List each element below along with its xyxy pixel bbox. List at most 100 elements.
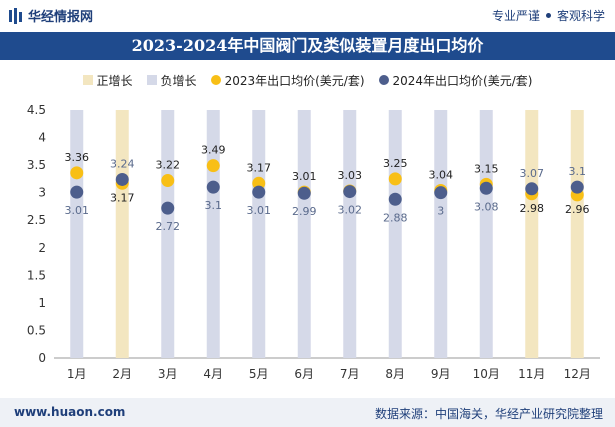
point-2024 bbox=[525, 182, 539, 196]
brand: 华经情报网 bbox=[8, 6, 93, 25]
negative-growth-bar bbox=[479, 110, 493, 358]
x-tick-label: 11月 bbox=[518, 367, 545, 381]
footer-source: 数据来源：中国海关，华经产业研究院整理 bbox=[374, 407, 603, 421]
positive-growth-bar bbox=[570, 110, 584, 358]
x-tick-label: 3月 bbox=[158, 367, 178, 381]
legend-2024-label: 2024年出口均价(美元/套) bbox=[392, 73, 533, 88]
y-tick-label: 0 bbox=[38, 351, 46, 365]
point-2024 bbox=[570, 180, 584, 194]
legend-2023: 2023年出口均价(美元/套) bbox=[210, 70, 365, 90]
label-2024: 3.01 bbox=[247, 204, 272, 217]
label-2024: 3.1 bbox=[205, 199, 223, 212]
y-tick-label: 4.5 bbox=[27, 103, 46, 117]
y-tick-label: 1 bbox=[38, 296, 46, 310]
top-bar: 华经情报网 专业严谨 客观科学 bbox=[0, 0, 615, 32]
label-2024: 2.72 bbox=[156, 220, 181, 233]
x-tick-label: 5月 bbox=[249, 367, 269, 381]
negative-growth-bar bbox=[388, 110, 402, 358]
legend-positive: 正增长 bbox=[82, 70, 133, 90]
chart-title: 2023-2024年中国阀门及类似装置月度出口均价 bbox=[0, 32, 615, 60]
separator-dot-icon bbox=[545, 13, 551, 18]
label-2024: 2.99 bbox=[292, 205, 317, 218]
tagline-right: 客观科学 bbox=[556, 9, 605, 23]
point-2024 bbox=[343, 185, 357, 199]
point-2024 bbox=[479, 181, 493, 195]
label-2024: 3.24 bbox=[110, 157, 135, 170]
legend-positive-label: 正增长 bbox=[96, 73, 133, 88]
x-tick-label: 4月 bbox=[203, 367, 223, 381]
point-2023 bbox=[206, 159, 220, 173]
label-2024: 2.88 bbox=[383, 211, 408, 224]
y-tick-label: 1.5 bbox=[27, 268, 46, 282]
point-2024 bbox=[388, 192, 402, 206]
negative-growth-bar bbox=[252, 110, 266, 358]
label-2024: 3.07 bbox=[520, 167, 545, 180]
series-2023-dot-icon bbox=[210, 75, 221, 85]
negative-growth-bar bbox=[70, 110, 84, 358]
point-2024 bbox=[252, 185, 266, 199]
point-2023 bbox=[70, 166, 84, 180]
label-2023: 3.22 bbox=[156, 159, 181, 172]
chart-plot: 0 0.5 1 1.5 2 2.5 3 3.5 4 4.5 1月 2月 3月 4月 5月 6月 7月 8月 9月 10… bbox=[27, 103, 600, 381]
negative-growth-bar bbox=[434, 110, 448, 358]
x-tick-label: 9月 bbox=[431, 367, 451, 381]
negative-swatch-icon bbox=[146, 75, 157, 85]
point-2024 bbox=[297, 186, 311, 200]
x-tick-label: 10月 bbox=[473, 367, 500, 381]
label-2024: 3 bbox=[437, 205, 444, 218]
x-tick-label: 1月 bbox=[67, 367, 87, 381]
footer: www.huaon.com 数据来源：中国海关，华经产业研究院整理 bbox=[0, 398, 615, 427]
label-2023: 2.98 bbox=[520, 202, 545, 215]
legend-2024: 2024年出口均价(美元/套) bbox=[378, 70, 533, 90]
y-tick-label: 2.5 bbox=[27, 213, 46, 227]
label-2023: 3.15 bbox=[474, 162, 499, 175]
y-tick-label: 4 bbox=[38, 131, 46, 145]
y-tick-label: 3.5 bbox=[27, 158, 46, 172]
y-tick-label: 0.5 bbox=[27, 323, 46, 337]
x-tick-label: 8月 bbox=[385, 367, 405, 381]
label-2023: 3.04 bbox=[429, 168, 454, 181]
label-2024: 3.08 bbox=[474, 200, 499, 213]
data-labels: 3.36 3.17 3.22 3.49 3.17 3.01 3.03 3.25 3.04 3.15… bbox=[65, 144, 590, 233]
positive-swatch-icon bbox=[82, 75, 93, 85]
point-2024 bbox=[206, 180, 220, 194]
negative-growth-bar bbox=[206, 110, 220, 358]
change-bars bbox=[70, 110, 584, 358]
negative-growth-bar bbox=[343, 110, 357, 358]
positive-growth-bar bbox=[525, 110, 539, 358]
label-2023: 2.96 bbox=[565, 203, 590, 216]
series-2024-dot-icon bbox=[378, 75, 389, 85]
point-2024 bbox=[161, 201, 175, 215]
negative-growth-bar bbox=[297, 110, 311, 358]
legend-negative-label: 负增长 bbox=[160, 73, 197, 88]
label-2023: 3.25 bbox=[383, 157, 408, 170]
tagline-left: 专业严谨 bbox=[491, 9, 540, 23]
x-tick-label: 6月 bbox=[294, 367, 314, 381]
brand-name: 华经情报网 bbox=[28, 10, 94, 25]
point-2024 bbox=[70, 185, 84, 199]
label-2023: 3.03 bbox=[338, 169, 363, 182]
legend: 正增长 负增长 2023年出口均价(美元/套) 2024年出口均价(美元/套) bbox=[0, 70, 615, 90]
logo-icon bbox=[9, 7, 22, 24]
label-2023: 3.01 bbox=[292, 170, 317, 183]
label-2023: 3.49 bbox=[201, 144, 226, 157]
legend-negative: 负增长 bbox=[146, 70, 197, 90]
label-2024: 3.01 bbox=[65, 204, 90, 217]
label-2024: 3.1 bbox=[569, 165, 587, 178]
negative-growth-bar bbox=[161, 110, 175, 358]
footer-website[interactable]: www.huaon.com bbox=[14, 405, 126, 419]
axes: 0 0.5 1 1.5 2 2.5 3 3.5 4 4.5 1月 2月 3月 4月 5月 6月 7月 8月 9月 10… bbox=[27, 103, 600, 381]
positive-growth-bar bbox=[115, 110, 129, 358]
point-2024 bbox=[434, 186, 448, 200]
legend-2023-label: 2023年出口均价(美元/套) bbox=[224, 73, 365, 88]
tagline: 专业严谨 客观科学 bbox=[492, 7, 605, 24]
label-2023: 3.36 bbox=[65, 151, 90, 164]
point-2023 bbox=[161, 174, 175, 188]
label-2023: 3.17 bbox=[110, 191, 135, 204]
x-tick-label: 7月 bbox=[340, 367, 360, 381]
label-2024: 3.02 bbox=[338, 204, 363, 217]
y-tick-label: 3 bbox=[38, 186, 46, 200]
label-2023: 3.17 bbox=[247, 161, 272, 174]
y-tick-label: 2 bbox=[38, 241, 46, 255]
